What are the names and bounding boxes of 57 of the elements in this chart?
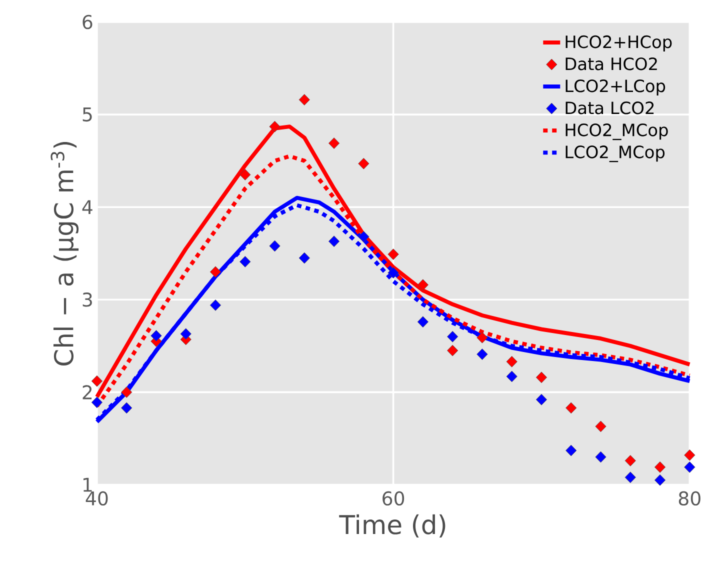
point [536, 372, 548, 384]
point [654, 474, 666, 486]
point [447, 331, 458, 342]
point [476, 332, 488, 344]
point [240, 169, 251, 181]
point [269, 240, 280, 252]
point [566, 402, 577, 414]
x-tick-label: 80 [678, 491, 700, 506]
point [210, 300, 222, 312]
point [447, 345, 458, 356]
point [417, 316, 428, 328]
point [150, 330, 162, 342]
point [388, 267, 399, 279]
x-tick-label: 40 [86, 491, 108, 506]
point [566, 444, 577, 456]
point [121, 402, 132, 414]
point [684, 462, 696, 473]
y-tick-label: 2 [82, 385, 92, 400]
point [358, 231, 370, 243]
y-axis-title: Chl − a (µgC m$^{-3}$) [50, 142, 79, 366]
point [328, 138, 340, 150]
point [595, 420, 606, 432]
x-tick-label: 60 [382, 491, 404, 506]
legend-label: LCO2_MCop [566, 146, 665, 162]
point [91, 376, 102, 387]
point [298, 94, 310, 106]
point [121, 386, 132, 398]
y-tick-label: 1 [83, 478, 92, 492]
point [624, 455, 636, 466]
y-tick-label: 3 [82, 292, 92, 307]
point [91, 396, 102, 408]
y-tick-label: 5 [82, 108, 92, 122]
legend-label: HCO2+HCop [566, 36, 672, 52]
point [506, 356, 518, 368]
legend-label: Data LCO2 [566, 102, 654, 114]
point [210, 266, 222, 278]
point [358, 158, 370, 170]
point [388, 248, 399, 260]
point [240, 256, 251, 268]
point [328, 236, 340, 248]
point [624, 472, 636, 484]
legend-label: Data HCO2 [566, 58, 657, 70]
point [654, 462, 666, 473]
x-axis-title: Time (d) [339, 514, 446, 538]
y-tick-label: 4 [82, 200, 92, 214]
point [684, 450, 696, 461]
point [536, 394, 548, 406]
point [417, 279, 428, 291]
point [506, 370, 518, 382]
y-tick-label: 6 [82, 14, 92, 30]
point [180, 328, 192, 340]
point [269, 121, 280, 132]
legend-label: HCO2_MCop [566, 124, 668, 140]
point [476, 348, 488, 360]
legend-label: LCO2+LCop [566, 80, 666, 96]
point [595, 451, 606, 463]
point [298, 252, 310, 264]
